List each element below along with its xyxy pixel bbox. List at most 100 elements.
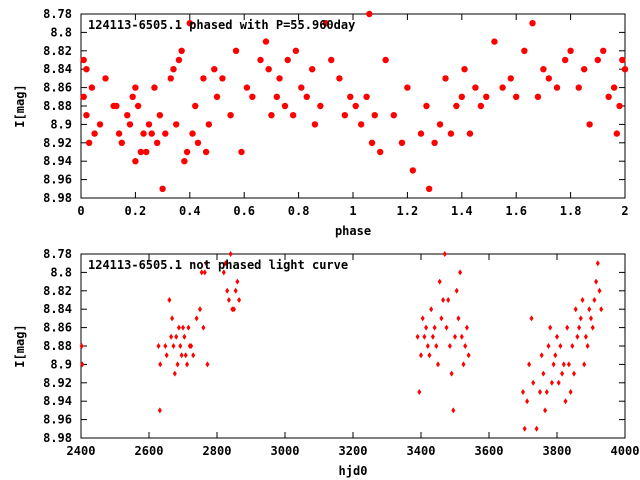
y-tick-label: 8.98 [43,191,72,205]
data-point [522,425,527,432]
data-point [185,361,190,368]
data-point [423,102,430,110]
data-point [577,324,582,331]
y-tick-label: 8.9 [50,357,72,371]
data-point [189,343,194,349]
data-point [439,315,444,322]
y-axis-label: I[mag] [13,84,27,127]
data-point [341,112,349,119]
data-point [595,260,600,267]
y-tick-label: 8.84 [43,62,72,76]
x-tick-label: 0.8 [288,204,310,218]
chart-title: 124113-6505.1 phased with P=55.960day [88,18,355,32]
data-point [594,278,599,285]
data-point [610,84,618,91]
data-point [311,121,319,128]
data-point [580,297,585,303]
data-point [525,398,530,405]
data-point [543,407,548,414]
data-point [151,84,158,91]
data-point [434,343,439,349]
x-tick-label: 3000 [271,444,300,458]
data-point [145,121,153,128]
data-point [619,56,626,64]
data-point [153,139,161,146]
data-point [205,121,213,128]
data-point [447,130,455,137]
data-point [419,352,423,359]
data-point [483,93,490,101]
data-point [581,66,588,73]
data-point [182,333,187,340]
data-point [430,333,435,340]
data-point [553,352,558,359]
data-point [202,148,210,156]
data-point [175,56,183,64]
data-point [463,343,468,349]
data-point [570,343,575,349]
x-tick-label: 2600 [135,444,164,458]
data-point [566,361,571,368]
phased-light-curve-panel: 0 0.2 0.4 0.6 0.8 1 1.2 1.4 1.6 1.8 2 8.78 8.8 8.82 8.… [13,7,629,238]
data-point [417,389,422,395]
data-point [587,306,592,313]
data-point [521,389,525,395]
data-point [202,269,207,276]
data-point [548,324,553,331]
y-tick-label: 8.94 [43,154,72,168]
y-tick-label: 8.86 [43,81,72,95]
data-point [167,297,172,303]
data-point [328,56,335,64]
data-point [586,121,593,128]
data-point [226,297,231,303]
data-point [159,185,166,192]
x-axis-label: phase [335,224,371,238]
data-point [148,130,155,137]
data-point [178,343,183,349]
data-point [192,102,199,110]
x-tick-label: 0 [77,204,84,218]
data-point [561,56,569,64]
data-point [549,379,554,386]
data-point [284,56,291,64]
data-point [175,361,180,368]
data-point [461,66,468,73]
data-point [140,130,147,137]
data-point [613,130,621,137]
data-point [616,102,623,110]
data-point [143,148,150,156]
y-tick-label: 8.82 [43,284,72,298]
data-point [441,297,446,303]
y-tick-label: 8.94 [43,394,72,408]
data-point [292,47,300,54]
data-point [529,315,534,322]
data-point [425,343,430,349]
data-point [80,361,85,368]
x-tick-label: 0.2 [125,204,147,218]
data-point [232,47,240,54]
data-point [590,324,595,331]
data-point [437,278,442,285]
data-point [558,343,563,349]
data-point [453,333,457,340]
data-point [583,333,588,340]
data-point [303,93,310,101]
tick-labels: 2400 2600 2800 3000 3200 3400 3600 3800 4000 8.78… [43,247,639,458]
data-point [137,148,145,156]
data-point [83,112,90,119]
data-point [162,130,169,137]
data-point [600,47,607,54]
data-point [531,379,536,386]
data-point [163,343,168,349]
data-point [527,361,532,368]
data-point [420,315,425,322]
data-point [578,315,583,322]
x-tick-label: 3800 [543,444,572,458]
data-points [80,10,629,192]
data-point [169,333,174,340]
data-point [382,56,389,64]
data-point [225,287,230,294]
data-point [347,93,354,101]
data-point [336,75,343,82]
